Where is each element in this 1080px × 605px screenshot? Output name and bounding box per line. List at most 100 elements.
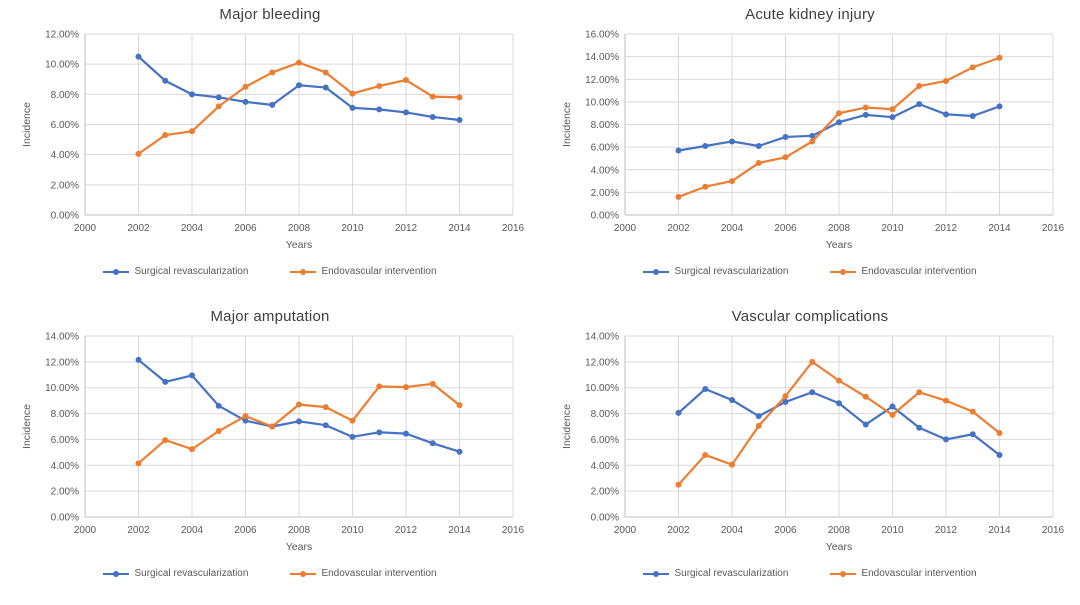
legend-item: Endovascular intervention: [290, 266, 437, 277]
chart-panel-vascular-complications: Vascular complications 0.00% 2.00% 4.00% 6.…: [540, 302, 1080, 604]
y-tick-label: 6.00%: [51, 435, 79, 446]
x-tick-label: 2012: [395, 525, 418, 536]
data-point-marker: [215, 402, 222, 409]
legend-marker-icon: [290, 268, 317, 275]
legend-marker-icon: [830, 268, 857, 275]
legend-item: Surgical revascularization: [103, 568, 248, 579]
data-point-marker: [702, 451, 709, 458]
x-tick-label: 2006: [774, 223, 797, 234]
data-point-marker: [215, 428, 222, 435]
chart-canvas-major-bleeding: 0.00% 2.00% 4.00% 6.00% 8.00% 10.00% 12.00% 200…: [21, 30, 525, 252]
x-tick-label: 2008: [288, 525, 311, 536]
chart-title-major-amputation: Major amputation: [210, 308, 330, 325]
data-point-marker: [189, 372, 195, 379]
data-point-marker: [809, 358, 816, 365]
data-point-marker: [162, 77, 169, 84]
data-point-marker: [782, 154, 789, 161]
data-point-marker: [729, 396, 735, 403]
y-tick-label: 4.00%: [51, 150, 79, 161]
chart-panel-acute-kidney-injury: Acute kidney injury 0.00% 2.00% 4.00% 6.00%…: [540, 0, 1080, 302]
y-tick-label: 2.00%: [51, 487, 79, 498]
data-point-marker: [269, 101, 276, 108]
data-point-marker: [729, 461, 735, 468]
x-tick-label: 2012: [395, 223, 418, 234]
data-point-marker: [729, 138, 735, 145]
y-tick-label: 14.00%: [585, 52, 619, 63]
data-point-marker: [189, 446, 195, 453]
legend-item: Surgical revascularization: [643, 568, 788, 579]
y-tick-label: 8.00%: [591, 409, 619, 420]
legend-marker-icon: [103, 268, 130, 275]
data-point-marker: [162, 437, 169, 444]
x-tick-label: 2006: [774, 525, 797, 536]
data-point-marker: [889, 114, 896, 121]
legend-label: Endovascular intervention: [861, 568, 977, 579]
y-tick-label: 10.00%: [585, 97, 619, 108]
data-point-marker: [996, 451, 1003, 458]
data-point-marker: [242, 83, 249, 90]
data-point-marker: [376, 106, 383, 113]
y-axis-title: Incidence: [21, 404, 33, 449]
data-point-marker: [349, 104, 356, 111]
y-tick-label: 2.00%: [51, 180, 79, 191]
y-tick-label: 12.00%: [585, 357, 619, 368]
data-point-marker: [782, 133, 789, 140]
data-point-marker: [135, 150, 142, 157]
data-point-marker: [916, 389, 923, 396]
data-point-marker: [916, 101, 923, 108]
chart-legend-major-bleeding: Surgical revascularization Endovascular i…: [103, 266, 437, 277]
x-axis-title: Years: [826, 239, 852, 251]
data-point-marker: [189, 91, 195, 98]
legend-label: Surgical revascularization: [674, 568, 789, 579]
data-point-marker: [403, 430, 409, 437]
chart-legend-major-amputation: Surgical revascularization Endovascular i…: [103, 568, 437, 579]
data-point-marker: [969, 408, 976, 415]
data-point-marker: [242, 98, 249, 105]
data-point-marker: [429, 440, 436, 447]
y-tick-label: 10.00%: [585, 383, 619, 394]
x-tick-label: 2000: [614, 525, 637, 536]
y-tick-label: 10.00%: [45, 383, 79, 394]
y-tick-label: 4.00%: [591, 461, 619, 472]
data-point-marker: [296, 82, 302, 89]
y-tick-label: 10.00%: [45, 60, 79, 71]
data-point-marker: [969, 64, 976, 71]
chart-title-major-bleeding: Major bleeding: [219, 6, 321, 23]
data-point-marker: [889, 403, 896, 410]
data-point-marker: [889, 411, 896, 418]
data-point-marker: [242, 413, 249, 420]
y-tick-label: 8.00%: [591, 120, 619, 131]
legend-label: Endovascular intervention: [321, 568, 437, 579]
data-point-marker: [836, 377, 842, 384]
data-point-marker: [429, 93, 436, 100]
data-point-marker: [702, 386, 709, 393]
data-point-marker: [349, 433, 356, 440]
y-tick-label: 2.00%: [591, 188, 619, 199]
y-tick-label: 14.00%: [45, 332, 79, 343]
data-point-marker: [376, 83, 383, 90]
x-tick-label: 2010: [341, 223, 364, 234]
x-tick-label: 2002: [667, 223, 690, 234]
data-point-marker: [429, 113, 436, 120]
data-point-marker: [755, 142, 762, 149]
data-point-marker: [916, 424, 923, 431]
y-axis-title: Incidence: [561, 102, 573, 147]
data-point-marker: [456, 402, 463, 409]
data-point-marker: [675, 193, 682, 200]
data-point-marker: [456, 448, 463, 455]
data-point-marker: [376, 429, 383, 436]
data-point-marker: [755, 413, 762, 420]
y-tick-label: 16.00%: [585, 30, 619, 41]
data-point-marker: [456, 116, 463, 123]
x-tick-label: 2008: [828, 525, 851, 536]
x-tick-label: 2012: [935, 223, 958, 234]
data-point-marker: [782, 393, 789, 400]
data-point-marker: [269, 69, 276, 76]
x-tick-label: 2014: [988, 525, 1011, 536]
data-point-marker: [322, 84, 329, 91]
data-point-marker: [862, 104, 869, 111]
data-point-marker: [969, 113, 976, 120]
x-tick-label: 2002: [667, 525, 690, 536]
y-tick-label: 8.00%: [51, 409, 79, 420]
data-point-marker: [349, 417, 356, 424]
